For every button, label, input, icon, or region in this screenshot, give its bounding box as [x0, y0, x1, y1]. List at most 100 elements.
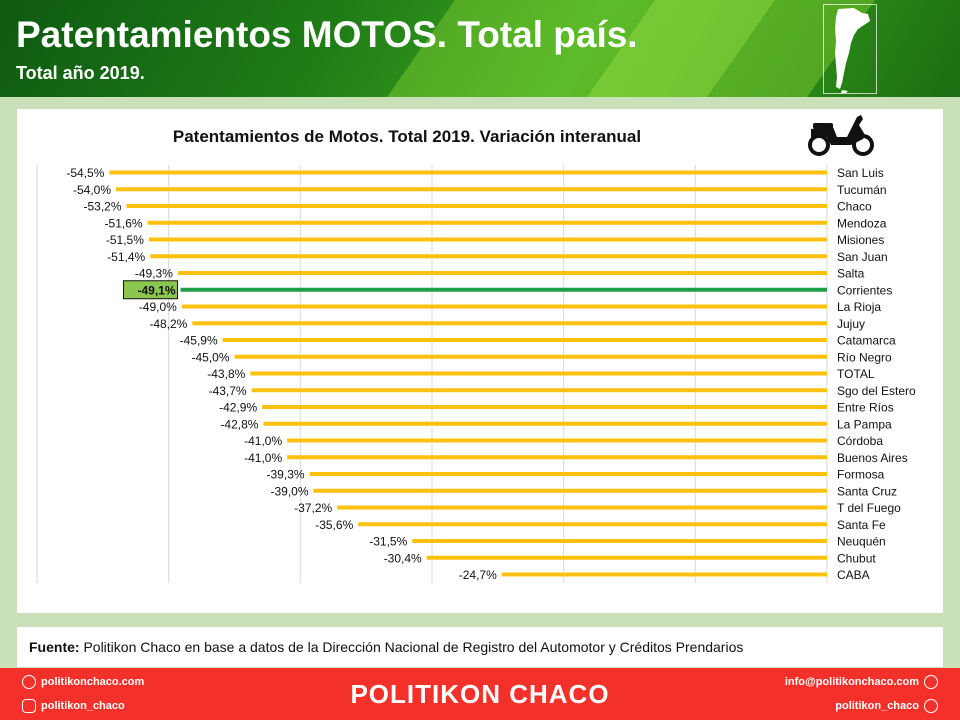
bar-14: [262, 405, 827, 409]
data-label-5: -51,4%: [107, 250, 145, 264]
category-label-14: Entre Ríos: [837, 401, 894, 415]
bar-8: [181, 304, 828, 309]
data-label-3: -51,6%: [105, 216, 143, 230]
category-label-12: TOTAL: [837, 367, 875, 381]
category-label-16: Córdoba: [837, 434, 883, 448]
bar-10: [222, 338, 827, 342]
footer-website[interactable]: politikonchaco.com: [22, 675, 144, 689]
category-label-6: Salta: [837, 267, 865, 281]
data-label-18: -39,3%: [267, 468, 305, 482]
globe-icon: [22, 675, 36, 689]
data-label-10: -45,9%: [180, 334, 218, 348]
category-label-8: La Rioja: [837, 300, 881, 314]
footer-instagram[interactable]: politikon_chaco: [22, 699, 125, 713]
category-label-21: Santa Fe: [837, 518, 886, 532]
data-label-19: -39,0%: [270, 484, 308, 498]
data-label-22: -31,5%: [369, 535, 407, 549]
bar-7: [180, 287, 827, 292]
data-label-1: -54,0%: [73, 183, 111, 197]
data-label-20: -37,2%: [294, 501, 332, 515]
source-text: Politikon Chaco en base a datos de la Di…: [79, 639, 744, 655]
data-label-23: -30,4%: [384, 551, 422, 565]
source-note: Fuente: Politikon Chaco en base a datos …: [29, 639, 743, 655]
footer-instagram-text: politikon_chaco: [41, 700, 125, 712]
footer-bar: politikonchaco.com politikon_chaco POLIT…: [0, 668, 960, 720]
data-label-9: -48,2%: [149, 317, 187, 331]
bar-5: [150, 254, 827, 259]
source-panel: Fuente: Politikon Chaco en base a datos …: [17, 627, 943, 667]
footer-website-text: politikonchaco.com: [41, 676, 145, 688]
category-label-18: Formosa: [837, 468, 885, 482]
bar-19: [313, 488, 827, 493]
bar-17: [287, 455, 828, 460]
bar-4: [148, 237, 827, 242]
category-label-24: CABA: [837, 568, 870, 582]
data-label-6: -49,3%: [135, 267, 173, 281]
footer-twitter-text: politikon_chaco: [835, 700, 919, 712]
category-label-19: Santa Cruz: [837, 484, 897, 498]
data-label-8: -49,0%: [139, 300, 177, 314]
category-label-0: San Luis: [837, 166, 884, 180]
bar-21: [358, 522, 827, 527]
bar-20: [337, 505, 827, 510]
category-label-17: Buenos Aires: [837, 451, 908, 465]
bar-15: [263, 421, 827, 426]
header-banner: Patentamientos MOTOS. Total país. Total …: [0, 0, 960, 97]
bar-22: [412, 539, 827, 543]
source-label: Fuente:: [29, 639, 80, 655]
category-label-15: La Pampa: [837, 417, 892, 431]
bar-16: [287, 438, 828, 443]
footer-email[interactable]: info@politikonchaco.com: [785, 675, 938, 689]
chart-panel: Patentamientos de Motos. Total 2019. Var…: [17, 109, 943, 613]
bar-chart: -54,5% San Luis -54,0% Tucumán -53,2% Chaco -5…: [36, 165, 916, 583]
argentina-map-icon: [823, 4, 877, 94]
bar-6: [177, 271, 828, 275]
page-subtitle: Total año 2019.: [16, 63, 145, 83]
bar-18: [309, 472, 827, 476]
bar-1: [116, 187, 827, 192]
category-label-20: T del Fuego: [837, 501, 901, 515]
bar-0: [109, 170, 827, 175]
category-label-13: Sgo del Estero: [837, 384, 916, 398]
category-label-23: Chubut: [837, 551, 876, 565]
highlight-label-box: [123, 280, 179, 300]
data-label-4: -51,5%: [106, 233, 144, 247]
chart-title: Patentamientos de Motos. Total 2019. Var…: [172, 127, 642, 146]
category-label-9: Jujuy: [837, 317, 865, 331]
bar-12: [250, 371, 828, 376]
page-title: Patentamientos MOTOS. Total país.: [16, 14, 638, 55]
email-icon: [924, 675, 938, 689]
data-label-7: -49,1%: [137, 283, 175, 297]
data-label-17: -41,0%: [244, 451, 282, 465]
category-label-1: Tucumán: [837, 183, 887, 197]
footer-twitter[interactable]: politikon_chaco: [835, 699, 938, 713]
data-label-2: -53,2%: [84, 200, 122, 214]
bar-9: [192, 321, 827, 326]
footer-email-text: info@politikonchaco.com: [784, 676, 919, 688]
brand-logo: POLITIKON CHACO: [350, 679, 610, 709]
bar-13: [251, 388, 827, 393]
data-label-16: -41,0%: [244, 434, 282, 448]
category-label-22: Neuquén: [837, 535, 886, 549]
category-label-11: Río Negro: [837, 350, 892, 364]
data-label-24: -24,7%: [459, 568, 497, 582]
data-label-0: -54,5%: [66, 166, 104, 180]
data-label-13: -43,7%: [209, 384, 247, 398]
bar-2: [126, 204, 828, 208]
category-label-2: Chaco: [837, 200, 872, 214]
bar-24: [501, 572, 827, 577]
category-label-3: Mendoza: [837, 216, 887, 230]
data-label-12: -43,8%: [207, 367, 245, 381]
data-label-14: -42,9%: [219, 401, 257, 415]
data-label-21: -35,6%: [315, 518, 353, 532]
bar-23: [426, 555, 827, 560]
bar-3: [147, 220, 828, 225]
category-label-5: San Juan: [837, 250, 888, 264]
data-label-15: -42,8%: [220, 417, 258, 431]
category-label-10: Catamarca: [837, 334, 896, 348]
motorcycle-icon: [805, 111, 877, 166]
data-label-11: -45,0%: [191, 350, 229, 364]
instagram-icon: [22, 699, 36, 713]
bar-11: [234, 354, 827, 359]
category-label-7: Corrientes: [837, 283, 892, 297]
